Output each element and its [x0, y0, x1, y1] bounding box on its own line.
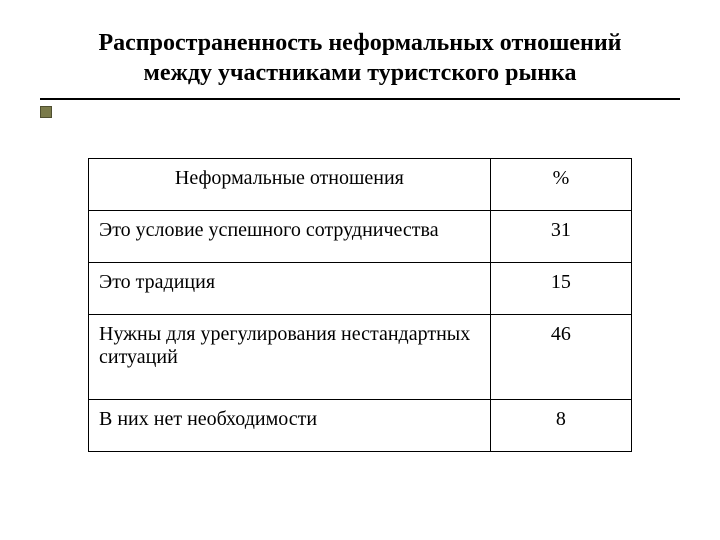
table-row: Это традиция 15 [89, 263, 632, 315]
row-label: В них нет необходимости [89, 400, 491, 452]
table-row: Нужны для урегулирования нестандартных с… [89, 315, 632, 400]
slide: Распространенность неформальных отношени… [0, 0, 720, 540]
data-table: Неформальные отношения % Это условие усп… [88, 158, 632, 452]
data-table-container: Неформальные отношения % Это условие усп… [88, 158, 632, 452]
page-title: Распространенность неформальных отношени… [80, 28, 640, 88]
row-label: Это условие успешного сотрудничества [89, 211, 491, 263]
bullet-decoration [40, 106, 52, 118]
table-row: В них нет необходимости 8 [89, 400, 632, 452]
row-label: Нужны для урегулирования нестандартных с… [89, 315, 491, 400]
row-value: 46 [490, 315, 631, 400]
table-header-row: Неформальные отношения % [89, 159, 632, 211]
row-value: 8 [490, 400, 631, 452]
horizontal-rule [40, 98, 680, 100]
table-row: Это условие успешного сотрудничества 31 [89, 211, 632, 263]
row-value: 31 [490, 211, 631, 263]
row-value: 15 [490, 263, 631, 315]
col-header-label: Неформальные отношения [89, 159, 491, 211]
row-label: Это традиция [89, 263, 491, 315]
col-header-value: % [490, 159, 631, 211]
